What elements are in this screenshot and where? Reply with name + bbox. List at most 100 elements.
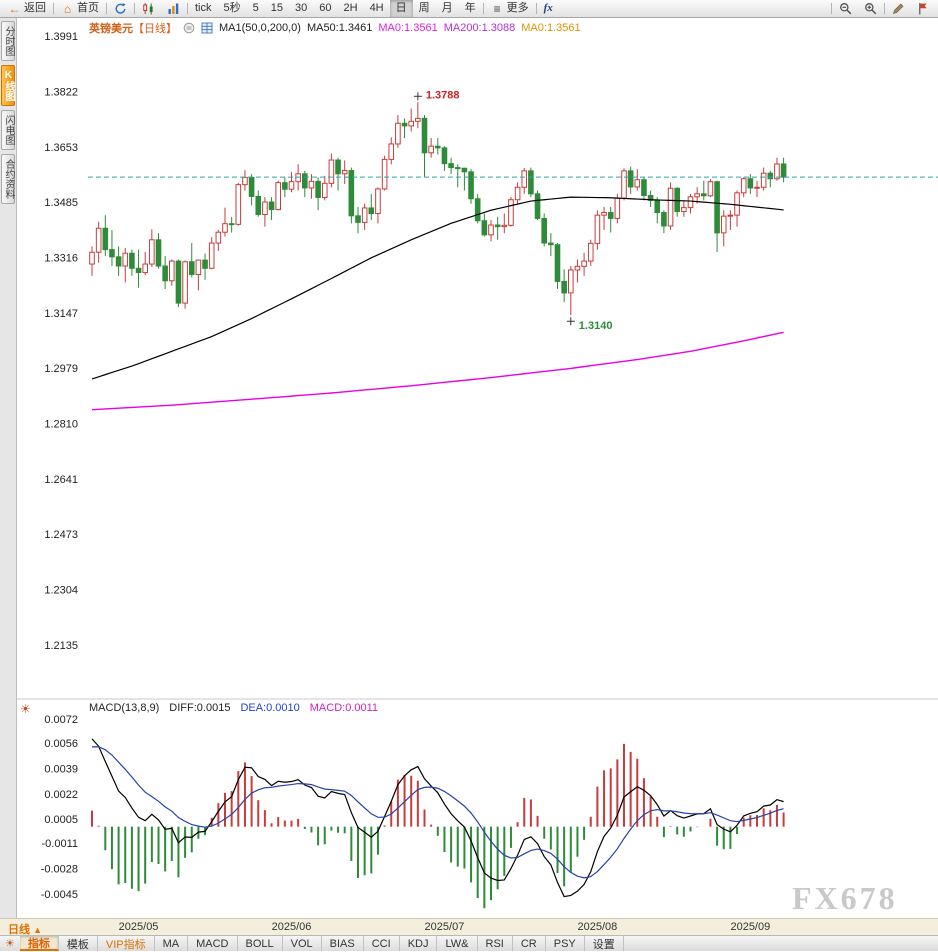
toolbar-tf-week-label: 周 bbox=[418, 2, 430, 14]
toolbar-tf-month-button[interactable]: 月 bbox=[436, 0, 459, 17]
bottom-tab-模板[interactable]: 模板 bbox=[59, 936, 98, 951]
x-axis-label: 2025/05 bbox=[118, 921, 159, 933]
x-axis-label: 2025/09 bbox=[730, 921, 771, 933]
bottom-tab-KDJ[interactable]: KDJ bbox=[400, 936, 438, 951]
toolbar-tf-60-label: 60 bbox=[319, 2, 332, 14]
x-axis-label: 2025/07 bbox=[424, 921, 465, 933]
toolbar-more-label: 更多 bbox=[506, 2, 529, 14]
svg-text:0.0039: 0.0039 bbox=[44, 763, 78, 775]
toolbar-tf-month-label: 月 bbox=[441, 2, 453, 14]
macd-diff-value: DIFF:0.0015 bbox=[169, 702, 231, 714]
toolbar-kline-type-button[interactable] bbox=[136, 0, 161, 17]
bottom-tab-RSI[interactable]: RSI bbox=[478, 936, 513, 951]
toolbar-flag-button[interactable] bbox=[911, 0, 936, 17]
toolbar-separator bbox=[134, 3, 135, 14]
svg-text:-0.0045: -0.0045 bbox=[41, 889, 78, 901]
toolbar-tf-day-button[interactable]: 日 bbox=[389, 0, 413, 17]
svg-text:-0.0011: -0.0011 bbox=[42, 838, 79, 850]
bottom-tab-VOL[interactable]: VOL bbox=[283, 936, 322, 951]
chart-canvas[interactable]: 1.3991 1.3822 1.3653 1.3485 1.3316 1.3147 1.29… bbox=[17, 18, 938, 918]
toolbar-zoom-in-button[interactable] bbox=[858, 0, 883, 17]
toolbar-zoom-out-button[interactable] bbox=[833, 0, 858, 17]
svg-text:0.0005: 0.0005 bbox=[44, 814, 78, 826]
timeframe-selector[interactable]: 日线 ▲ bbox=[8, 921, 42, 937]
toolbar-refresh-button[interactable] bbox=[108, 0, 133, 17]
bottom-tab-CCI[interactable]: CCI bbox=[364, 936, 400, 951]
grid-blue-icon bbox=[201, 22, 213, 35]
toolbar-tf-5-label: 5 bbox=[252, 2, 259, 14]
bottom-tab-MACD[interactable]: MACD bbox=[188, 936, 238, 951]
toolbar-tf-year-button[interactable]: 年 bbox=[459, 0, 482, 17]
svg-text:1.3788: 1.3788 bbox=[426, 89, 460, 101]
toolbar-separator bbox=[831, 3, 832, 14]
kline-icon bbox=[142, 2, 155, 15]
display-settings-icon[interactable]: ☀ bbox=[5, 938, 15, 950]
svg-text:1.3316: 1.3316 bbox=[44, 252, 78, 264]
svg-text:1.2473: 1.2473 bbox=[44, 529, 78, 541]
bottom-tab-CR[interactable]: CR bbox=[513, 936, 546, 951]
toolbar-home-button[interactable]: ⌂ 首页 bbox=[55, 0, 105, 17]
toolbar-tf-15-button[interactable]: 15 bbox=[265, 0, 289, 17]
ma200-value: MA200:1.3088 bbox=[443, 22, 516, 34]
toolbar-more-button[interactable]: ≡ 更多 bbox=[485, 0, 535, 17]
sidebar-tab-flash-chart[interactable]: 闪电图 bbox=[1, 110, 15, 150]
toolbar-tf-4h-button[interactable]: 4H bbox=[364, 0, 390, 17]
toolbar-tf-2h-label: 2H bbox=[343, 2, 358, 14]
macd-settings-icon[interactable]: ☀ bbox=[20, 702, 31, 716]
toolbar-tf-5s-button[interactable]: 5秒 bbox=[218, 0, 247, 17]
svg-text:1.3991: 1.3991 bbox=[44, 31, 78, 43]
bottom-tab-VIP指标[interactable]: VIP指标 bbox=[98, 936, 155, 951]
toolbar-fx-functions-button[interactable]: fx bbox=[538, 0, 559, 17]
svg-text:1.2810: 1.2810 bbox=[44, 419, 78, 431]
bottom-tab-BOLL[interactable]: BOLL bbox=[238, 936, 283, 951]
toolbar-separator bbox=[884, 3, 885, 14]
flag-icon bbox=[917, 2, 930, 15]
toolbar-separator bbox=[535, 3, 537, 14]
period-tag: 【日线】 bbox=[133, 23, 177, 35]
chart-grid-icon[interactable] bbox=[201, 22, 213, 34]
toolbar-tf-30-button[interactable]: 30 bbox=[289, 0, 313, 17]
sidebar-tab-k-chart[interactable]: K线图 bbox=[1, 65, 15, 106]
bottom-tab-BIAS[interactable]: BIAS bbox=[322, 936, 364, 951]
toolbar-tf-week-button[interactable]: 周 bbox=[413, 0, 436, 17]
toolbar-separator bbox=[53, 3, 54, 14]
bottom-tab-LW&[interactable]: LW& bbox=[437, 936, 478, 951]
macd-dea-value: DEA:0.0010 bbox=[240, 702, 300, 714]
toolbar-tf-30-label: 30 bbox=[295, 2, 308, 14]
volume-icon bbox=[167, 2, 180, 15]
svg-text:1.3140: 1.3140 bbox=[579, 320, 613, 332]
bottom-tab-指标[interactable]: 指标 bbox=[19, 936, 59, 951]
toolbar-tf-5-button[interactable]: 5 bbox=[247, 0, 265, 17]
sidebar-tab-time-chart[interactable]: 分时图 bbox=[1, 21, 15, 61]
x-axis-label: 2025/06 bbox=[271, 921, 312, 933]
svg-text:1.2641: 1.2641 bbox=[44, 474, 78, 486]
indicator-collapse-icon[interactable] bbox=[183, 22, 195, 34]
toolbar-tf-60-button[interactable]: 60 bbox=[313, 0, 337, 17]
symbol-name: 英镑美元 bbox=[89, 23, 133, 35]
toolbar-tf-tick-button[interactable]: tick bbox=[189, 0, 218, 17]
toolbar-volume-type-button[interactable] bbox=[161, 0, 186, 17]
symbol-group: 英镑美元 【日线】 bbox=[89, 20, 177, 36]
bottom-tab-设置[interactable]: 设置 bbox=[585, 936, 624, 951]
svg-text:1.3485: 1.3485 bbox=[44, 197, 78, 209]
toolbar-separator bbox=[187, 3, 188, 14]
top-toolbar: ← 返回 ⌂ 首页 tick 5秒 5 15 30 60 2H 4H 日周月年 ≡ 更多 fx bbox=[0, 0, 938, 18]
svg-text:1.3653: 1.3653 bbox=[44, 142, 78, 154]
sidebar-tab-contract-info[interactable]: 合约资料 bbox=[1, 154, 15, 204]
svg-text:1.3147: 1.3147 bbox=[44, 308, 78, 320]
toolbar-fx-functions-label: fx bbox=[543, 2, 553, 14]
bottom-tab-PSY[interactable]: PSY bbox=[546, 936, 585, 951]
toolbar-tf-2h-button[interactable]: 2H bbox=[338, 0, 364, 17]
zoom-in-icon bbox=[864, 2, 877, 15]
bottom-axis-strip: 日线 ▲ 2025/05 2025/06 2025/07 2025/08 2025/09 bbox=[0, 918, 938, 937]
svg-text:1.2979: 1.2979 bbox=[44, 363, 78, 375]
watermark: FX678 bbox=[792, 880, 898, 916]
toolbar-draw-button[interactable] bbox=[886, 0, 911, 17]
bottom-tab-MA[interactable]: MA bbox=[155, 936, 189, 951]
toolbar-separator bbox=[482, 3, 484, 14]
refresh-icon bbox=[114, 2, 127, 15]
bottom-tab-bar: ☀ 指标 模板 VIP指标 MA MACD BOLL VOL BIAS CCI KDJ LW& RSI… bbox=[0, 935, 938, 951]
macd-header: MACD(13,8,9) DIFF:0.0015 DEA:0.0010 MACD… bbox=[89, 702, 378, 714]
toolbar-back-button[interactable]: ← 返回 bbox=[2, 0, 52, 17]
svg-text:0.0056: 0.0056 bbox=[44, 738, 78, 750]
